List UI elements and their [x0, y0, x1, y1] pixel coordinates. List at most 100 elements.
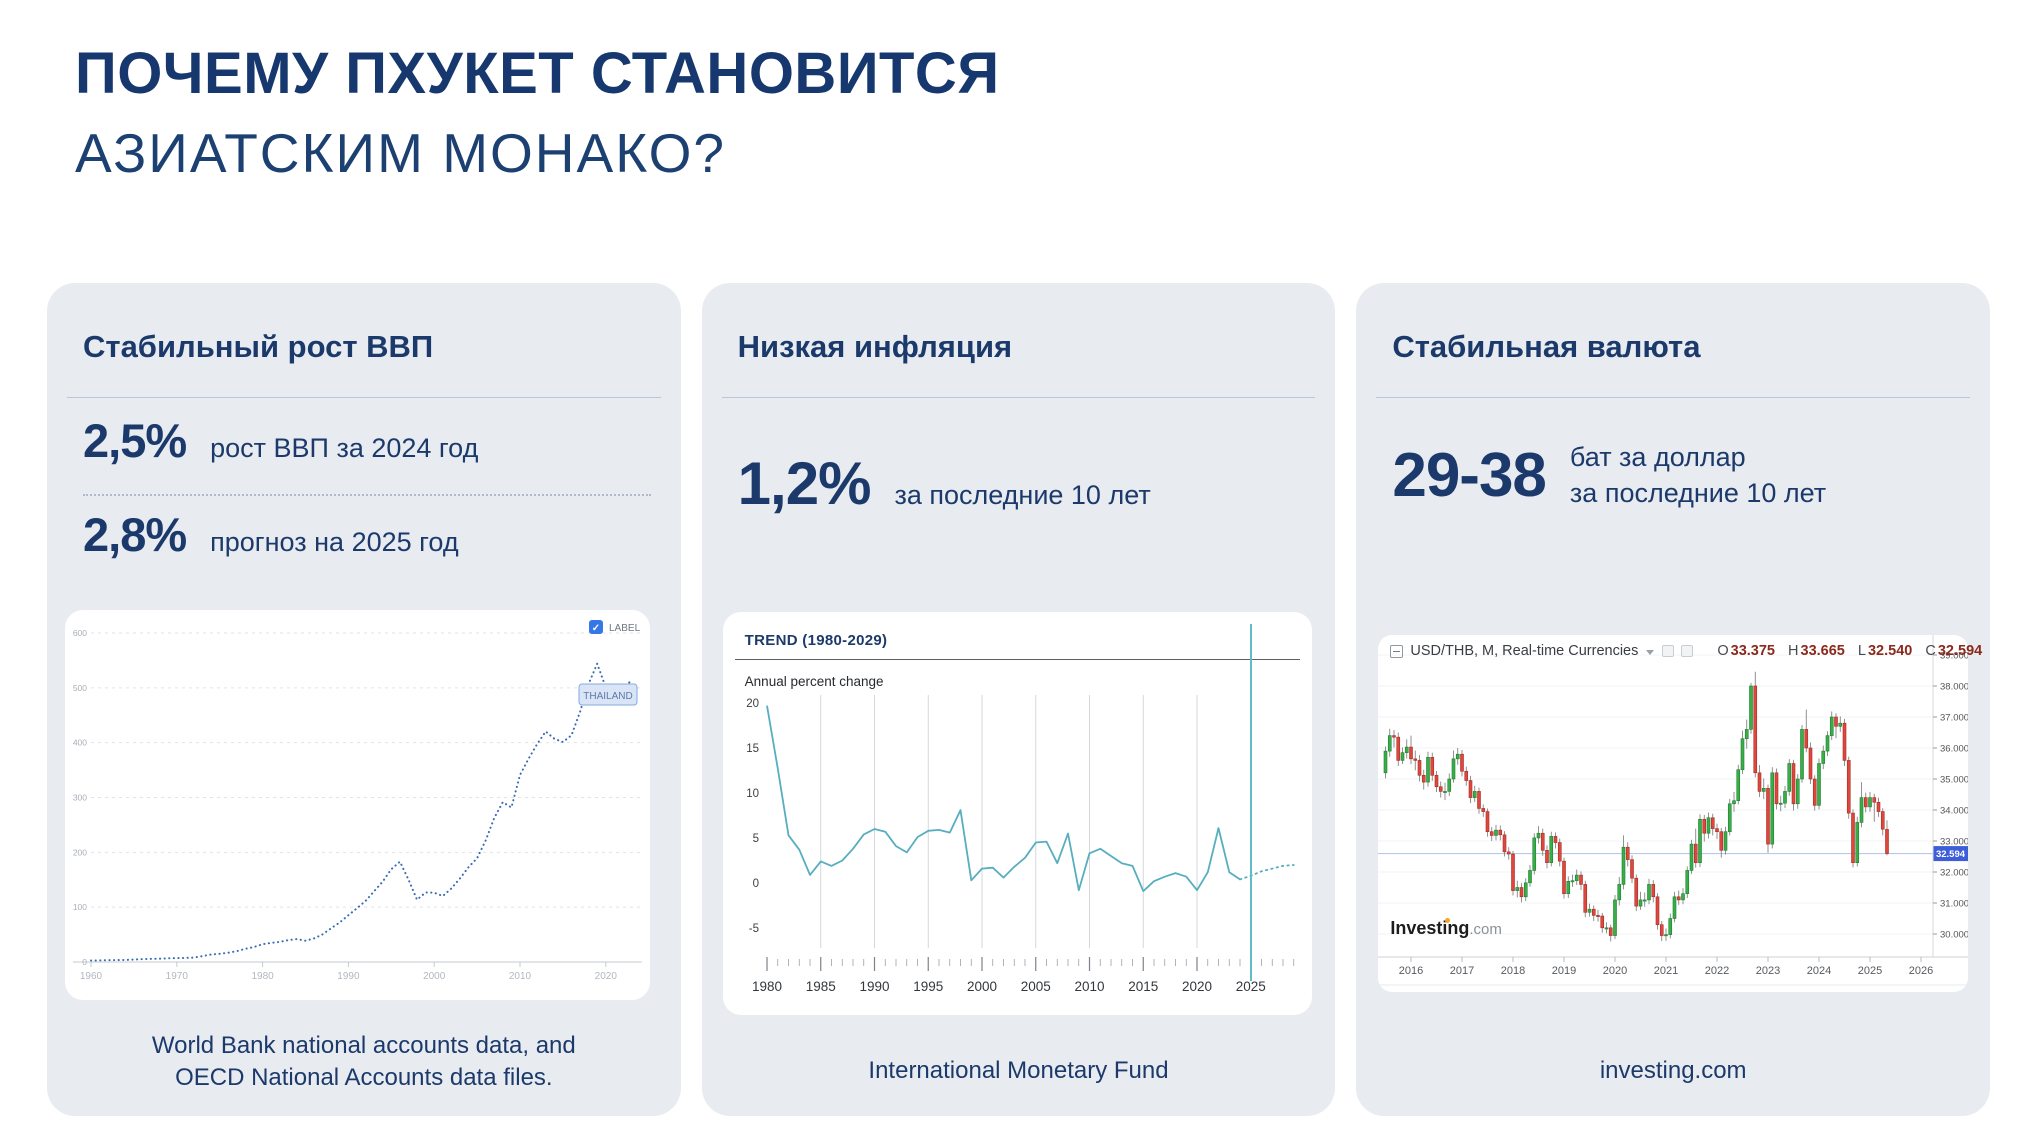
- svg-text:36.000: 36.000: [1940, 744, 1968, 755]
- divider: [67, 397, 661, 398]
- svg-text:2019: 2019: [1552, 965, 1576, 977]
- chart-toolbar: USD/THB, M, Real-time Currencies O 33.375…: [1390, 643, 1982, 659]
- svg-text:600: 600: [73, 628, 87, 638]
- svg-text:34.000: 34.000: [1940, 806, 1968, 817]
- inflation-chart: TREND (1980-2029) Annual percent change …: [722, 612, 1312, 1015]
- card-inflation-heading: Низкая инфляция: [737, 329, 1013, 364]
- svg-text:THAILAND: THAILAND: [583, 691, 632, 702]
- stat-value: 2,5%: [83, 414, 187, 467]
- source-attribution: investing.com: [1599, 1057, 1747, 1084]
- svg-text:2020: 2020: [1603, 965, 1627, 977]
- card-gdp-heading: Стабильный рост ВВП: [83, 329, 434, 364]
- svg-text:1980: 1980: [251, 971, 274, 982]
- stat-label: прогноз на 2025 год: [210, 527, 459, 557]
- ohlc-readout: O 33.375 H 33.665 L 32.540 C 32.594: [1717, 643, 1983, 659]
- card-currency-heading: Стабильная валюта: [1392, 329, 1701, 364]
- svg-text:2000: 2000: [423, 971, 446, 982]
- svg-text:2022: 2022: [1705, 965, 1729, 977]
- svg-text:2005: 2005: [1020, 979, 1050, 994]
- svg-text:0: 0: [752, 878, 758, 890]
- gdp-chart: 0 100 200 300 400 500 600 1960 1970 1980 1990 2000 2…: [65, 610, 650, 1000]
- svg-text:39.000: 39.000: [1940, 651, 1968, 662]
- gdp-chart-svg: 0 100 200 300 400 500 600 1960 1970 1980 1990 2000 2…: [73, 620, 642, 982]
- svg-text:2023: 2023: [1756, 965, 1780, 977]
- stat-label: бат за доллар за последние 10 лет: [1569, 442, 1827, 509]
- chart-settings-icon[interactable]: [1662, 645, 1675, 657]
- series-label-thailand: THAILAND: [578, 683, 638, 706]
- trend-chart-title: TREND (1980-2029): [744, 632, 888, 649]
- divider: [721, 397, 1316, 398]
- page-subtitle: АЗИАТСКИМ МОНАКО?: [75, 122, 726, 184]
- card-currency: Стабильная валюта 29-38 бат за доллар за…: [1356, 283, 1991, 1116]
- svg-text:30.000: 30.000: [1940, 930, 1968, 941]
- svg-text:35.000: 35.000: [1940, 775, 1968, 786]
- svg-text:2016: 2016: [1399, 965, 1423, 977]
- svg-text:1970: 1970: [166, 971, 189, 982]
- chevron-down-icon[interactable]: [1646, 649, 1655, 655]
- svg-text:LABEL: LABEL: [609, 623, 641, 634]
- svg-text:400: 400: [73, 738, 87, 748]
- divider: [1376, 397, 1971, 398]
- svg-text:2015: 2015: [1128, 979, 1158, 994]
- collapse-icon[interactable]: [1390, 644, 1404, 658]
- page-header: ПОЧЕМУ ПХУКЕТ СТАНОВИТСЯ АЗИАТСКИМ МОНАК…: [75, 40, 1000, 185]
- currency-stat: 29-38 бат за доллар за последние 10 лет: [1392, 439, 1966, 512]
- svg-text:10: 10: [746, 788, 759, 800]
- stat-label: рост ВВП за 2024 год: [210, 433, 479, 463]
- gdp-2024-stat: 2,5% рост ВВП за 2024 год: [83, 413, 657, 468]
- svg-text:2000: 2000: [967, 979, 997, 994]
- last-price-tag: 32.594: [1933, 846, 1969, 862]
- dotted-divider: [83, 494, 651, 496]
- stat-label: за последние 10 лет: [894, 480, 1151, 510]
- candlestick-chart-svg: 30.000 31.000 32.000 33.000 34.000 35.000 36.0…: [1378, 635, 1969, 986]
- svg-text:32.000: 32.000: [1940, 868, 1968, 879]
- axis-unit-label: Annual percent change: [744, 674, 884, 689]
- svg-text:33.000: 33.000: [1940, 837, 1968, 848]
- svg-text:1985: 1985: [805, 979, 835, 994]
- stat-value: 1,2%: [737, 450, 872, 517]
- usdthb-candlestick-chart: USD/THB, M, Real-time Currencies O 33.375…: [1378, 635, 1982, 992]
- divider: [734, 659, 1300, 660]
- svg-text:1980: 1980: [752, 979, 782, 994]
- svg-text:✓: ✓: [592, 623, 600, 634]
- svg-text:32.594: 32.594: [1936, 849, 1966, 860]
- page-title: ПОЧЕМУ ПХУКЕТ СТАНОВИТСЯ: [75, 41, 1000, 106]
- svg-text:500: 500: [73, 683, 87, 693]
- svg-text:15: 15: [746, 743, 759, 755]
- investing-logo: Investing.com: [1390, 918, 1502, 938]
- gdp-2025-stat: 2,8% прогноз на 2025 год: [83, 507, 657, 562]
- card-inflation: Низкая инфляция 1,2% за последние 10 лет…: [701, 283, 1336, 1116]
- inflation-stat: 1,2% за последние 10 лет: [738, 449, 1312, 518]
- stat-value: 29-38: [1392, 440, 1547, 510]
- svg-text:2021: 2021: [1654, 965, 1678, 977]
- svg-text:5: 5: [752, 833, 758, 845]
- svg-text:20: 20: [746, 698, 759, 710]
- svg-text:37.000: 37.000: [1940, 713, 1968, 724]
- chart-settings-icon[interactable]: [1681, 645, 1694, 657]
- svg-text:2020: 2020: [595, 971, 618, 982]
- svg-text:2010: 2010: [509, 971, 532, 982]
- svg-text:1990: 1990: [859, 979, 889, 994]
- svg-text:1995: 1995: [913, 979, 943, 994]
- source-attribution: World Bank national accounts data, and O…: [151, 1032, 576, 1091]
- svg-text:2025: 2025: [1235, 979, 1265, 994]
- svg-text:31.000: 31.000: [1940, 899, 1968, 910]
- svg-text:2024: 2024: [1807, 965, 1831, 977]
- svg-text:2025: 2025: [1858, 965, 1882, 977]
- svg-text:-5: -5: [748, 923, 758, 935]
- svg-text:0: 0: [82, 957, 87, 967]
- svg-text:38.000: 38.000: [1940, 682, 1968, 693]
- source-attribution: International Monetary Fund: [868, 1057, 1169, 1084]
- svg-text:200: 200: [73, 847, 87, 857]
- svg-text:2020: 2020: [1182, 979, 1212, 994]
- label-checkbox[interactable]: ✓ LABEL: [589, 620, 641, 634]
- svg-text:100: 100: [73, 902, 87, 912]
- cards-row: Стабильный рост ВВП 2,5% рост ВВП за 202…: [47, 283, 1991, 1116]
- stat-value: 2,8%: [83, 508, 187, 561]
- svg-text:2018: 2018: [1501, 965, 1525, 977]
- svg-text:1990: 1990: [337, 971, 360, 982]
- logo-dot-icon: [1445, 918, 1451, 923]
- svg-text:1960: 1960: [80, 971, 103, 982]
